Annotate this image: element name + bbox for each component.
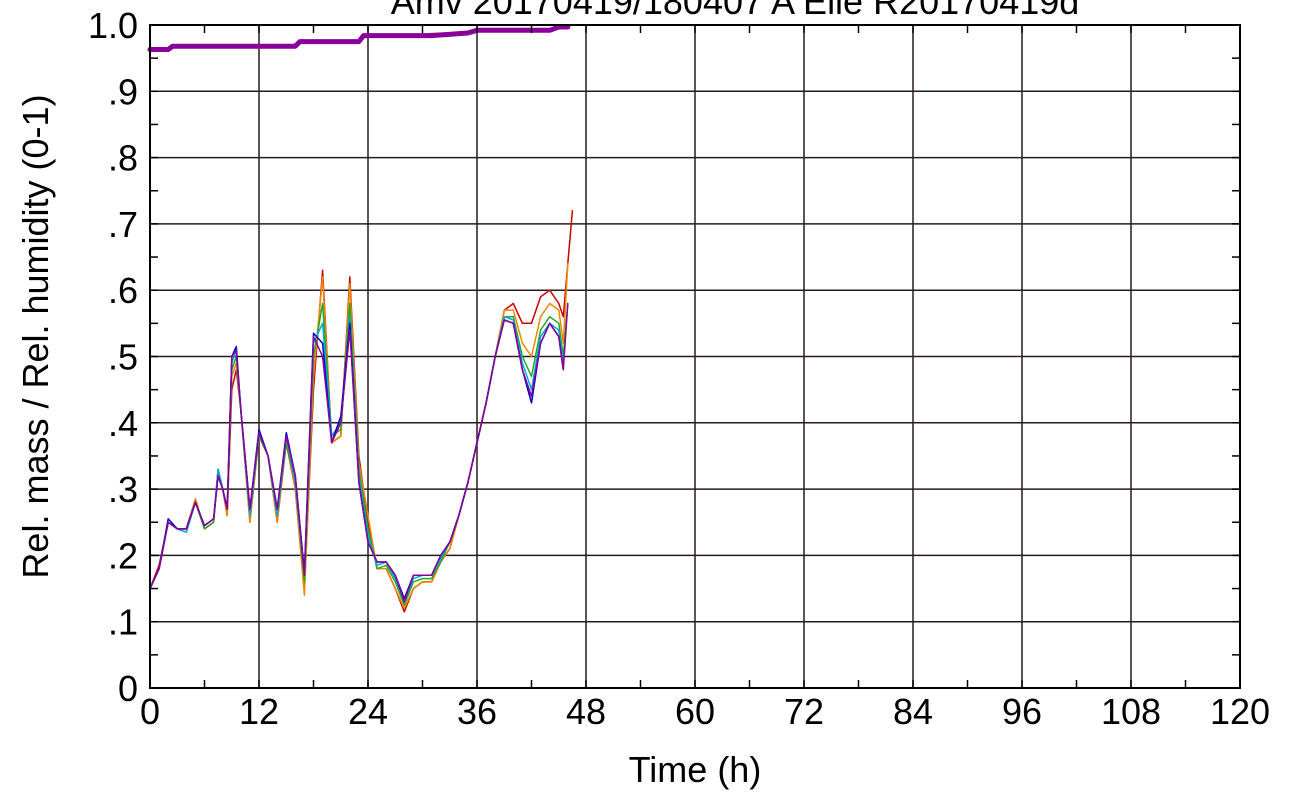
x-tick-label: 12 (239, 691, 279, 732)
y-tick-label: .6 (108, 270, 138, 311)
x-tick-label: 60 (675, 691, 715, 732)
x-tick-label: 48 (566, 691, 606, 732)
x-tick-label: 84 (893, 691, 933, 732)
tick-marks (149, 24, 1241, 689)
chart-title: Amv 20170419/180407 A Elle R20170419d (391, 0, 1080, 22)
x-tick-label: 96 (1002, 691, 1042, 732)
y-axis-label: Rel. mass / Rel. humidity (0-1) (15, 94, 56, 578)
y-tick-label: .3 (108, 469, 138, 510)
y-tick-label: .7 (108, 204, 138, 245)
series-line-1 (149, 209, 574, 613)
y-tick-label: .5 (108, 337, 138, 378)
x-tick-labels: 0 12 24 36 48 60 72 84 96 108 120 (140, 691, 1270, 732)
series-line-2 (149, 262, 569, 610)
y-tick-label: .9 (108, 71, 138, 112)
x-tick-label: 72 (784, 691, 824, 732)
x-tick-label: 0 (140, 691, 160, 732)
series-line-4 (149, 315, 565, 603)
series-line-5 (149, 319, 565, 600)
y-tick-label: 1.0 (88, 5, 138, 46)
y-tick-label: .8 (108, 138, 138, 179)
series-line-6 (149, 302, 569, 603)
x-tick-label: 120 (1210, 691, 1270, 732)
x-tick-label: 108 (1101, 691, 1161, 732)
y-tick-labels: 0 .1 .2 .3 .4 .5 .6 .7 .8 .9 1.0 (88, 5, 138, 709)
y-tick-label: .4 (108, 403, 138, 444)
x-tick-label: 36 (457, 691, 497, 732)
y-tick-label: 0 (118, 668, 138, 709)
x-axis-label: Time (h) (629, 749, 762, 790)
series-line-8 (147, 24, 571, 52)
series-group (147, 24, 574, 613)
y-tick-label: .2 (108, 535, 138, 576)
x-tick-label: 24 (348, 691, 388, 732)
y-tick-label: .1 (108, 602, 138, 643)
